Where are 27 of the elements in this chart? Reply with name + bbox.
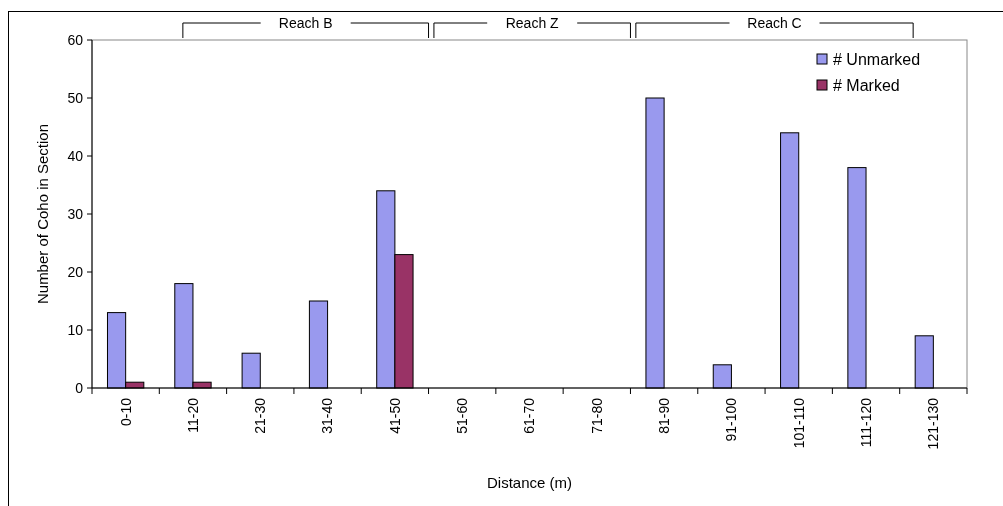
y-tick-label: 50 bbox=[67, 89, 84, 106]
legend-label: # Unmarked bbox=[833, 50, 921, 68]
x-axis-title: Distance (m) bbox=[486, 474, 573, 491]
x-tick-label: 31-40 bbox=[319, 397, 336, 434]
x-tick-label: 111-120 bbox=[857, 397, 874, 448]
x-tick-label: 121-130 bbox=[925, 397, 942, 450]
x-tick-label: 0-10 bbox=[117, 397, 134, 427]
legend-label: # Marked bbox=[833, 76, 900, 94]
x-tick-label: 11-20 bbox=[184, 397, 201, 433]
y-tick-label: 20 bbox=[67, 263, 84, 280]
y-tick-label: 40 bbox=[67, 147, 84, 164]
y-tick-label: 10 bbox=[67, 321, 84, 338]
y-tick-label: 0 bbox=[75, 379, 84, 396]
text: Reach C bbox=[747, 14, 802, 31]
y-tick-label: 30 bbox=[67, 205, 84, 222]
x-tick-label: 21-30 bbox=[252, 397, 269, 434]
x-tick-label: 41-50 bbox=[386, 397, 403, 434]
text: Reach B bbox=[278, 14, 333, 31]
x-tick-label: 51-60 bbox=[454, 397, 471, 434]
text: Reach Z bbox=[505, 14, 560, 31]
y-axis-title: Number of Coho in Section bbox=[34, 123, 51, 305]
y-tick-label: 60 bbox=[67, 31, 84, 48]
x-tick-label: 81-90 bbox=[656, 397, 673, 434]
x-tick-label: 61-70 bbox=[521, 397, 538, 434]
x-tick-label: 71-80 bbox=[588, 397, 605, 434]
x-tick-label: 101-110 bbox=[790, 397, 807, 449]
x-tick-label: 91-100 bbox=[723, 397, 740, 442]
